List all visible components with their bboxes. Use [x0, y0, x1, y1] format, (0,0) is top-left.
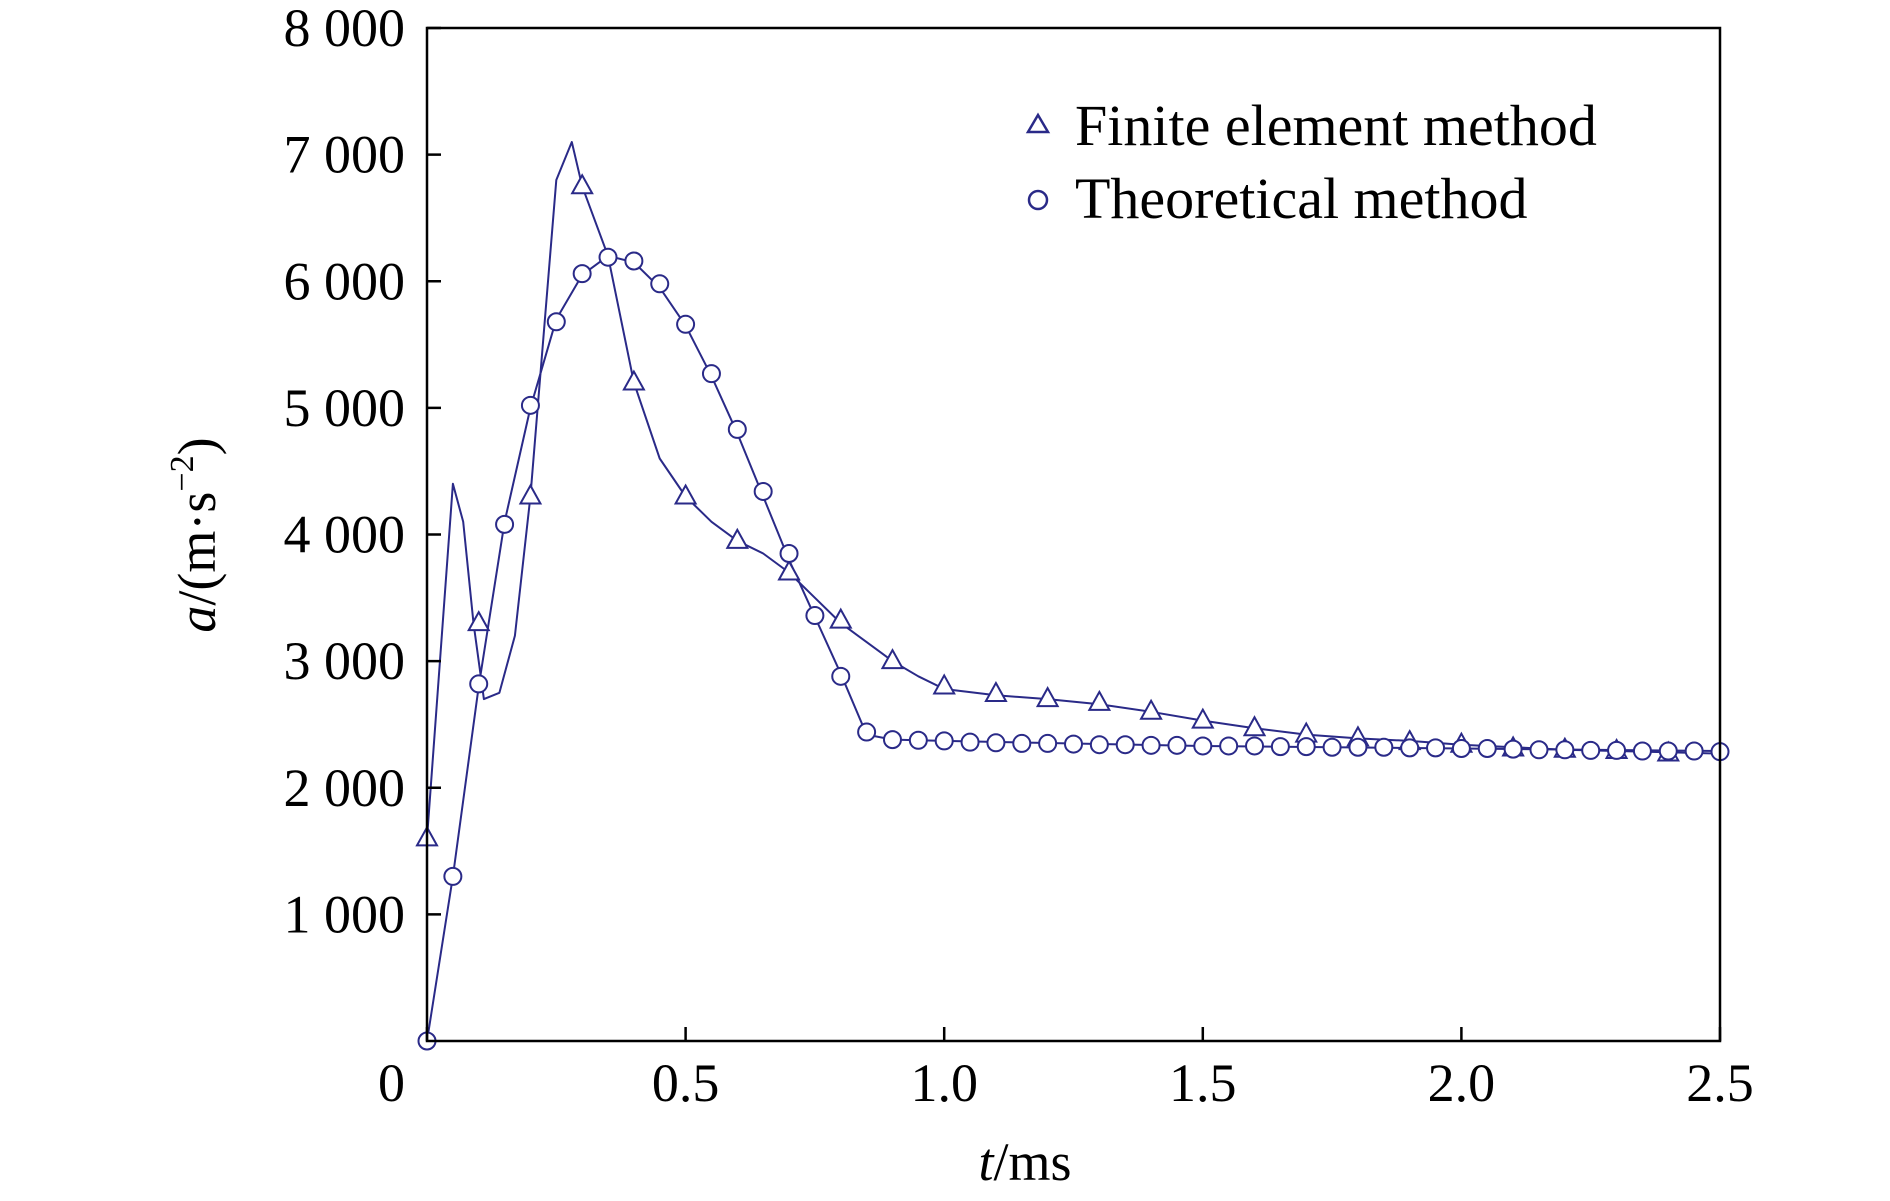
x-tick-label: 1.5 [1169, 1053, 1237, 1113]
y-tick-label: 1 000 [284, 884, 406, 944]
data-point-circle [1089, 735, 1109, 755]
data-point-circle [986, 733, 1006, 753]
data-point-triangle [880, 648, 905, 670]
data-point-circle [495, 514, 515, 534]
data-point-circle [650, 274, 670, 294]
data-point-circle [1038, 733, 1058, 753]
data-point-circle [676, 314, 696, 334]
y-tick-label: 6 000 [284, 251, 406, 311]
series-markers [415, 173, 1730, 1051]
data-point-circle [572, 264, 592, 284]
data-point-circle [1451, 738, 1471, 758]
data-point-triangle [622, 369, 646, 391]
y-tick-label: 4 000 [284, 505, 406, 565]
data-point-circle [443, 866, 463, 886]
data-point-triangle [1242, 715, 1267, 737]
data-point-circle [1270, 737, 1290, 757]
series-line-circle [426, 254, 1721, 1042]
data-point-triangle [984, 680, 1008, 703]
data-point-circle [805, 606, 825, 626]
data-point-circle [1684, 741, 1704, 761]
data-point-circle [753, 481, 773, 501]
x-tick-label: 2.0 [1428, 1053, 1496, 1113]
data-point-circle [727, 419, 747, 439]
data-point-circle [1503, 739, 1523, 759]
legend: Finite element method Theoretical method [1025, 93, 1597, 231]
series-lines [426, 141, 1721, 1042]
data-point-circle [1193, 736, 1213, 756]
data-point-triangle [518, 483, 543, 505]
x-tick-labels: 0 0.5 1.0 1.5 2.0 2.5 [378, 1053, 1754, 1113]
x-tick-label: 0 [378, 1053, 405, 1113]
legend-item-finite-element: Finite element method [1025, 93, 1597, 158]
data-point-circle [1219, 736, 1239, 756]
legend-item-theoretical: Theoretical method [1027, 166, 1528, 231]
data-point-circle [960, 732, 980, 752]
y-tick-labels: 1 000 2 000 3 000 4 000 5 000 6 000 7 000 8 000 [284, 0, 406, 944]
y-tick-label: 7 000 [284, 125, 406, 185]
data-point-circle [857, 722, 877, 742]
data-point-triangle [1191, 707, 1215, 729]
data-point-triangle [1035, 686, 1060, 708]
data-point-circle [1632, 741, 1652, 761]
data-point-triangle [467, 610, 491, 632]
data-point-circle [598, 247, 618, 267]
data-point-triangle [932, 673, 956, 695]
data-point-circle [1529, 740, 1549, 760]
data-point-circle [1064, 734, 1083, 754]
data-point-circle [624, 251, 644, 271]
data-point-circle [1581, 740, 1601, 760]
data-point-circle [1555, 740, 1575, 760]
data-point-circle [1245, 736, 1265, 756]
data-point-circle [1374, 737, 1394, 757]
data-point-circle [520, 395, 540, 415]
x-tick-label: 0.5 [652, 1053, 720, 1113]
data-point-circle [1322, 737, 1342, 757]
data-point-circle [701, 364, 721, 384]
data-point-triangle [829, 607, 853, 629]
series-line-triangle [426, 141, 1721, 839]
data-point-triangle [777, 559, 801, 581]
data-point-triangle [570, 173, 594, 195]
y-tick-label: 5 000 [284, 378, 406, 438]
data-point-circle [1012, 733, 1032, 753]
data-point-triangle [1139, 698, 1163, 720]
data-point-circle [469, 674, 489, 694]
data-point-circle [1426, 738, 1446, 758]
legend-label-theoretical: Theoretical method [1075, 166, 1528, 231]
legend-circle-icon [1027, 189, 1049, 211]
data-point-circle [1400, 738, 1420, 758]
data-point-triangle [673, 483, 698, 505]
data-point-circle [546, 312, 566, 332]
data-point-triangle [725, 527, 750, 549]
data-point-circle [1141, 735, 1161, 755]
x-tick-label: 1.0 [910, 1053, 978, 1113]
legend-label-finite-element: Finite element method [1075, 93, 1597, 158]
data-point-circle [1296, 737, 1316, 757]
x-axis-title: t/ms [978, 1132, 1071, 1192]
y-tick-label: 8 000 [284, 0, 406, 58]
x-tick-label: 2.5 [1686, 1053, 1754, 1113]
data-point-circle [908, 730, 928, 750]
data-point-circle [1167, 735, 1187, 755]
data-point-circle [1658, 741, 1678, 761]
data-point-circle [1115, 735, 1135, 755]
y-axis-title: a/(m·s−2) [164, 437, 227, 632]
data-point-circle [779, 543, 799, 563]
data-point-circle [882, 730, 902, 750]
data-point-circle [831, 666, 851, 686]
axis-ticks [425, 26, 1722, 1041]
data-point-circle [1348, 737, 1368, 757]
y-tick-label: 2 000 [284, 758, 406, 818]
data-point-circle [934, 731, 954, 751]
y-tick-label: 3 000 [284, 631, 406, 691]
legend-triangle-icon [1025, 112, 1051, 134]
data-point-triangle [1087, 689, 1112, 711]
data-point-circle [1477, 738, 1497, 758]
data-point-circle [1607, 740, 1627, 760]
